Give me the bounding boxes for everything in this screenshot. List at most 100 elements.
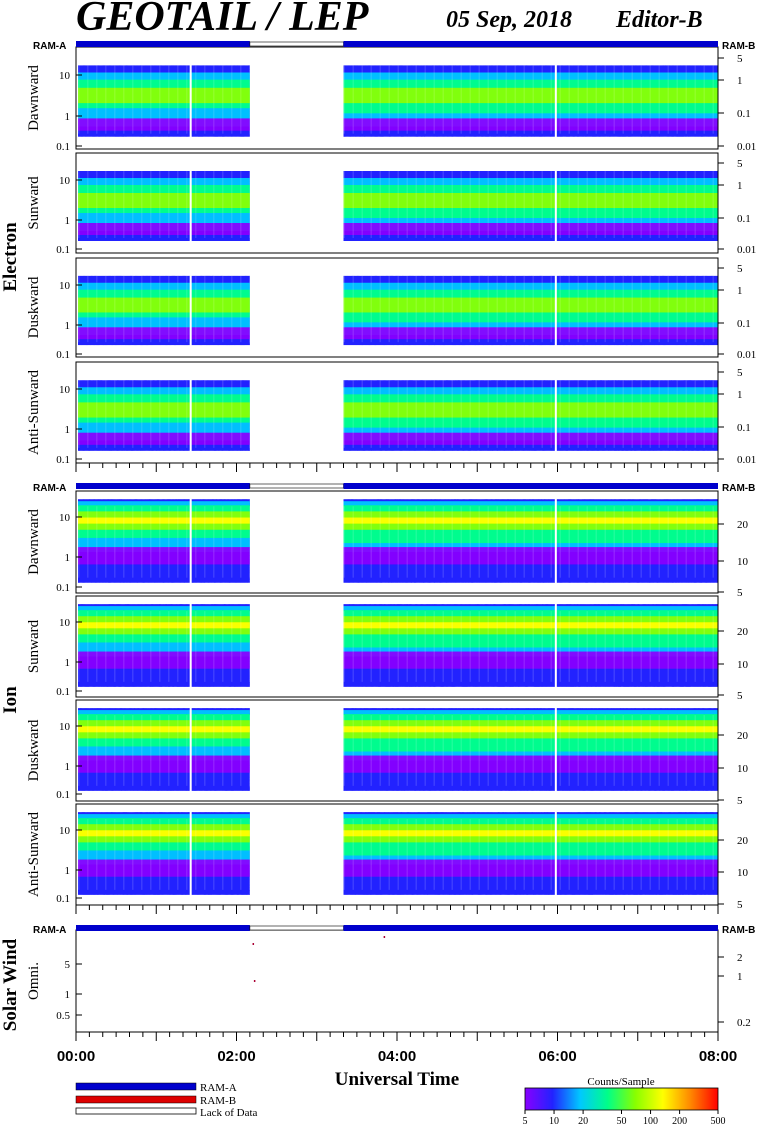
spectrogram-stripe: [676, 62, 678, 134]
spectrogram-stripe: [676, 506, 678, 578]
spectrogram-band: [78, 547, 250, 565]
spectrogram-stripe: [532, 62, 534, 134]
spectrogram-stripe: [685, 819, 687, 890]
spectrogram-stripe: [541, 272, 543, 343]
spectrogram-stripe: [442, 62, 444, 134]
spectrogram-segment: [343, 708, 718, 791]
spectrogram-stripe: [150, 377, 152, 448]
spectrogram-stripe: [397, 168, 399, 238]
spectrogram-stripe: [442, 715, 444, 786]
panel-2: Sunward 10 1 0.1 5 1 0.1 0.01: [26, 152, 756, 256]
spectrogram-stripe: [231, 272, 233, 343]
spectrogram-stripe: [604, 62, 606, 134]
instrument-title: GEOTAIL / LEP: [76, 0, 369, 40]
spectrogram-stripe: [667, 715, 669, 786]
spectrogram-stripe: [541, 506, 543, 578]
spectrogram-stripe: [195, 715, 197, 786]
spectrogram-stripe: [568, 377, 570, 448]
spectrogram-stripe: [658, 506, 660, 578]
spectrogram-band: [343, 859, 718, 877]
spectrogram-band: [343, 402, 718, 418]
spectrogram-stripe: [658, 819, 660, 890]
spectrogram-band: [343, 755, 718, 773]
spectrogram-stripe: [96, 62, 98, 134]
spectrogram-band: [343, 651, 718, 669]
x-tick-label: 04:00: [378, 1048, 416, 1065]
spectrogram-segment: [343, 499, 718, 583]
spectrogram-stripe: [141, 168, 143, 238]
spectrogram-stripe: [424, 168, 426, 238]
spectrogram-stripe: [361, 819, 363, 890]
spectrogram-stripe: [150, 715, 152, 786]
spectrogram-stripe: [78, 611, 80, 682]
spectrogram-stripe: [541, 62, 543, 134]
spectrogram-band: [78, 402, 250, 418]
spectrogram-stripe: [685, 611, 687, 682]
spectrogram-band: [78, 193, 250, 208]
spectrogram-segment: [78, 812, 251, 895]
spectrogram-stripe: [703, 62, 705, 134]
spectrogram-band: [78, 622, 250, 629]
spectrogram-stripe: [568, 168, 570, 238]
ram-a-label: RAM-A: [33, 483, 66, 494]
spectrogram-stripe: [514, 377, 516, 448]
spectrogram-stripe: [249, 715, 251, 786]
spectrogram-segment: [343, 62, 718, 137]
spectrogram-stripe: [96, 715, 98, 786]
spectrogram-stripe: [622, 506, 624, 578]
spectrogram-stripe: [361, 715, 363, 786]
spectrogram-stripe: [370, 272, 372, 343]
panel-8: Anti-Sunward 10 1 0.1 20 10 5: [26, 803, 749, 911]
spectrogram-stripe: [487, 272, 489, 343]
spectrogram-stripe: [703, 715, 705, 786]
spectrogram-stripe: [231, 62, 233, 134]
spectrogram-stripe: [478, 819, 480, 890]
y-tick-label-right: 1: [737, 971, 743, 983]
spectrogram-stripe: [213, 62, 215, 134]
spectrogram-stripe: [460, 715, 462, 786]
spectrogram-stripe: [550, 715, 552, 786]
colorbar-gradient: [524, 1087, 719, 1111]
spectrogram-stripe: [577, 168, 579, 238]
spectrogram-stripe: [460, 506, 462, 578]
spectrogram-stripe: [168, 272, 170, 343]
spectrogram-stripe: [649, 819, 651, 890]
ram-a-label: RAM-A: [33, 41, 66, 52]
panel-frame: [75, 595, 719, 698]
spectrogram-stripe: [370, 506, 372, 578]
spectrogram-stripe: [114, 272, 116, 343]
spectrogram-stripe: [694, 611, 696, 682]
spectrogram-stripe: [150, 819, 152, 890]
x-tick-label: 06:00: [538, 1048, 576, 1065]
spectrogram-stripe: [496, 819, 498, 890]
spectrogram-stripe: [487, 611, 489, 682]
spectrogram-stripe: [712, 819, 714, 890]
spectrogram-band: [343, 297, 718, 313]
spectrogram-stripe: [343, 611, 345, 682]
ram-strip-electron: RAM-A RAM-B: [33, 41, 755, 52]
spectrogram-stripe: [213, 715, 215, 786]
panel-label: Omni.: [26, 962, 42, 1000]
spectrogram-stripe: [168, 506, 170, 578]
spectrogram-stripe: [204, 611, 206, 682]
ram-gap: [249, 925, 344, 931]
spectrogram-stripe: [667, 819, 669, 890]
spectrogram-stripe: [703, 506, 705, 578]
spectrogram-stripe: [460, 272, 462, 343]
spectrogram-stripe: [514, 819, 516, 890]
spectrogram-stripe: [352, 377, 354, 448]
spectrogram-stripe: [568, 62, 570, 134]
spectrogram-stripe: [132, 819, 134, 890]
spectrogram-stripe: [586, 377, 588, 448]
spectrogram-stripe: [703, 168, 705, 238]
spectrogram-stripe: [595, 611, 597, 682]
spectrogram-stripe: [433, 377, 435, 448]
spectrogram-stripe: [559, 272, 561, 343]
spectrogram-stripe: [541, 377, 543, 448]
spectrogram-stripe: [523, 819, 525, 890]
spectrogram-stripe: [397, 819, 399, 890]
spectrogram-stripe: [424, 819, 426, 890]
ram-gap: [249, 483, 344, 489]
spectrogram-stripe: [87, 377, 89, 448]
spectrogram-stripe: [96, 819, 98, 890]
